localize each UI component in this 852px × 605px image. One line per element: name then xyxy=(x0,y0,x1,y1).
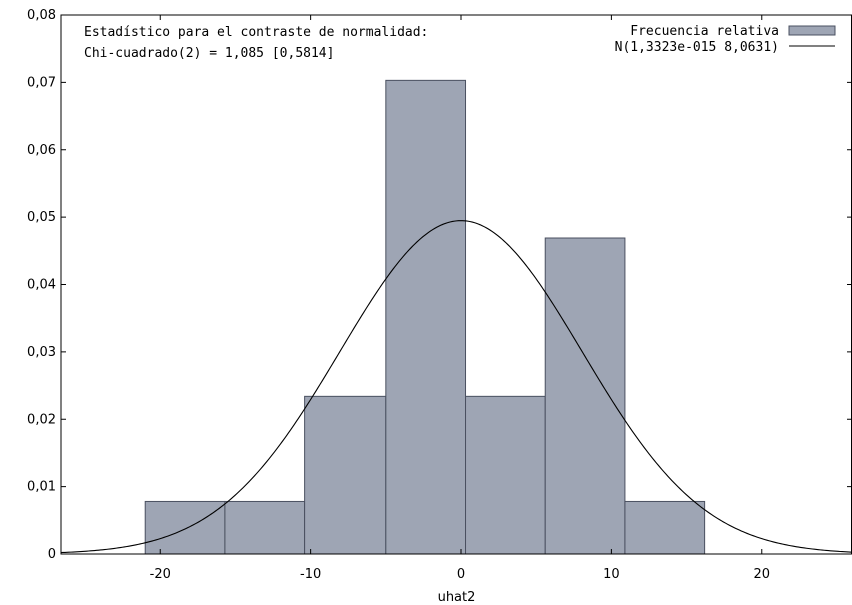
x-axis-label: uhat2 xyxy=(438,590,476,605)
legend: Frecuencia relativa N(1,3323e-015 8,0631… xyxy=(615,24,836,55)
y-tick-label: 0,05 xyxy=(27,210,56,225)
histogram-bar xyxy=(465,395,546,555)
histogram-bar xyxy=(144,500,226,555)
y-tick-label: 0,04 xyxy=(27,278,56,293)
y-tick-label: 0,03 xyxy=(27,345,56,360)
legend-label-frecuencia: Frecuencia relativa xyxy=(630,24,779,39)
chi-square-value: Chi-cuadrado(2) = 1,085 [0,5814] xyxy=(84,46,334,61)
y-tick-label: 0,06 xyxy=(27,143,56,158)
y-tick-label: 0,07 xyxy=(27,75,56,90)
x-tick-label: 20 xyxy=(753,567,770,582)
x-axis-ticks: -20 -10 0 10 20 xyxy=(150,15,770,582)
legend-label-normal: N(1,3323e-015 8,0631) xyxy=(615,40,779,55)
x-tick-label: -20 xyxy=(150,567,171,582)
histogram-bar xyxy=(544,237,626,555)
histogram-bar xyxy=(385,79,467,555)
y-tick-label: 0,02 xyxy=(27,412,56,427)
x-tick-label: -10 xyxy=(300,567,321,582)
y-tick-label: 0,08 xyxy=(27,8,56,23)
histogram-bars xyxy=(144,79,706,555)
normality-test-label: Estadístico para el contraste de normali… xyxy=(84,25,428,40)
normal-curve xyxy=(60,220,852,554)
y-axis-ticks: 0 0,01 0,02 0,03 0,04 0,05 0,06 0,07 0,08 xyxy=(27,8,852,562)
x-tick-label: 10 xyxy=(603,567,620,582)
x-tick-label: 0 xyxy=(457,567,465,582)
histogram-bar xyxy=(304,395,387,555)
y-tick-label: 0,01 xyxy=(27,480,56,495)
y-tick-label: 0 xyxy=(48,547,56,562)
legend-swatch-bars xyxy=(788,25,836,36)
histogram-bar xyxy=(224,500,306,555)
histogram-bar xyxy=(624,500,706,555)
